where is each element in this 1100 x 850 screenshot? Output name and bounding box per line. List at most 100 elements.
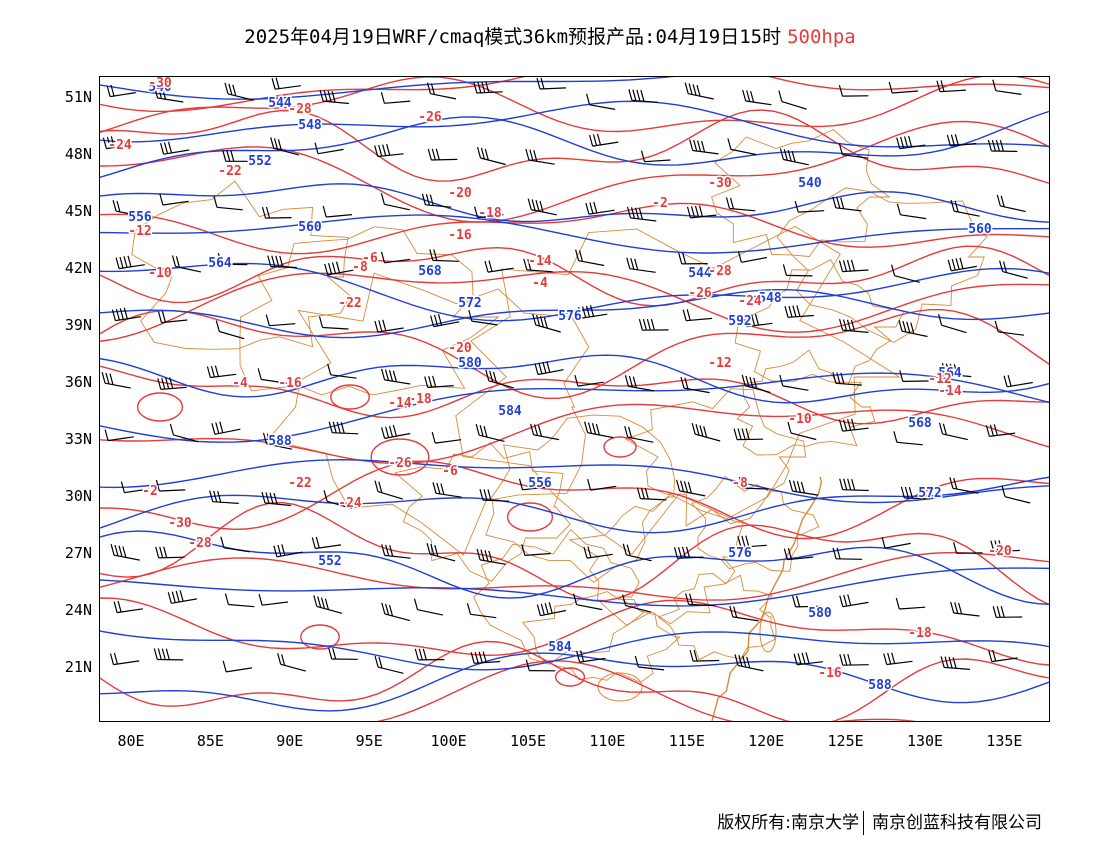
wind-barb-feather [676, 479, 681, 492]
wind-barb-feather [381, 427, 386, 439]
wind-barb-feather [320, 597, 326, 609]
wind-barb [626, 206, 657, 222]
contour-label: 584 [548, 640, 572, 655]
wind-barb-shaft [264, 502, 291, 507]
wind-barb-feather [476, 146, 482, 159]
wind-barb-feather [959, 257, 964, 269]
wind-barb [737, 251, 768, 263]
wind-barb [992, 79, 1022, 95]
wind-barb-feather [784, 306, 789, 318]
wind-barb-feather [950, 601, 955, 614]
wind-barb [157, 377, 187, 390]
wind-barb-feather [681, 546, 687, 559]
wind-barb-feather [478, 651, 483, 663]
wind-barb-shaft [998, 331, 1025, 336]
wind-barb-feather [324, 598, 329, 610]
wind-barb-shaft [899, 606, 926, 610]
wind-barb-feather [481, 81, 486, 93]
wind-barb-feather [900, 136, 905, 149]
contour-label: 540 [148, 80, 172, 95]
wind-barb [733, 428, 764, 441]
wind-barb-shaft [219, 330, 245, 340]
wind-barb-shaft [740, 544, 767, 548]
wind-barb-feather [430, 83, 435, 95]
wind-barb-feather [161, 311, 166, 323]
wind-barb [476, 146, 506, 166]
y-axis-label: 36N [64, 373, 92, 391]
wind-barb [678, 252, 708, 265]
wind-barb-shaft [540, 609, 567, 617]
wind-barb-shaft [787, 556, 814, 561]
wind-barb-feather [686, 206, 692, 219]
wind-barb-feather [628, 375, 633, 388]
wind-barb-shaft [157, 97, 184, 103]
wind-barb [413, 598, 444, 616]
contour-label: 556 [528, 476, 552, 491]
wind-barbs [101, 77, 1033, 674]
contour-label: 588 [268, 434, 292, 449]
wind-barb-feather [840, 197, 845, 209]
wind-barb [474, 206, 504, 219]
wind-barb-feather [489, 370, 494, 383]
wind-barb-feather [694, 205, 700, 218]
wind-barb-feather [686, 309, 691, 321]
wind-barb [741, 374, 771, 394]
wind-barb-feather [475, 424, 480, 436]
wind-barb-feather [787, 421, 792, 434]
wind-barb [101, 372, 131, 389]
wind-barb-feather [317, 596, 322, 608]
wind-barb-feather [380, 92, 385, 104]
wind-barb-feather [843, 419, 848, 431]
contour-label: -20 [988, 544, 1012, 559]
wind-barb-shaft [212, 501, 239, 504]
contour-label: -14 [528, 254, 552, 269]
wind-barb-feather [388, 425, 394, 438]
wind-barb-feather [384, 369, 390, 381]
wind-barb [987, 139, 1018, 152]
wind-barb-feather [175, 590, 180, 603]
wind-barb [374, 144, 404, 158]
wind-barb [319, 89, 350, 105]
wind-barb-feather [219, 421, 224, 433]
wind-barb-feather [628, 89, 633, 101]
copyright-footer: 版权所有:南京大学 南京创蓝科技有限公司 [717, 808, 1042, 835]
wind-barb [106, 84, 136, 98]
contour-label: -12 [708, 356, 731, 371]
wind-barb-feather [105, 372, 110, 385]
height-contour-line [100, 110, 1049, 178]
wind-barb [265, 314, 296, 327]
wind-barb-shaft [262, 601, 288, 606]
wind-barb [171, 255, 202, 273]
wind-barb-feather [574, 374, 579, 387]
wind-barb-shaft [162, 200, 189, 206]
wind-barb-feather [167, 141, 173, 154]
wind-barb-feather [954, 602, 959, 614]
wind-barb-feather [385, 603, 390, 616]
contour-label: -2 [142, 484, 158, 499]
wind-barb-shaft [587, 432, 614, 439]
wind-barb-feather [484, 550, 489, 562]
wind-barb-feather [995, 139, 1000, 152]
wind-barb [270, 137, 299, 156]
wind-barb [575, 249, 605, 267]
wind-barb-feather [421, 193, 426, 205]
wind-barb-feather [112, 200, 117, 212]
wind-barb-feather [418, 648, 423, 661]
wind-barb [112, 200, 142, 217]
contour-label: -24 [738, 294, 762, 309]
wind-barb-feather [527, 259, 532, 271]
wind-barb-feather [473, 81, 478, 94]
wind-barb [743, 314, 773, 328]
wind-barb-feather [380, 193, 385, 205]
wind-barb-feather [936, 80, 941, 92]
wind-barb [638, 318, 669, 331]
wind-barb-feather [261, 206, 267, 219]
temperature-contour-loop [370, 438, 430, 476]
wind-barb-feather [114, 544, 119, 557]
wind-barb-feather [573, 593, 578, 605]
wind-barb-feather [578, 306, 583, 319]
wind-barb-shaft [679, 490, 706, 497]
wind-barb [883, 652, 913, 666]
wind-barb-feather [422, 648, 427, 660]
wind-barb-shaft [330, 374, 357, 379]
